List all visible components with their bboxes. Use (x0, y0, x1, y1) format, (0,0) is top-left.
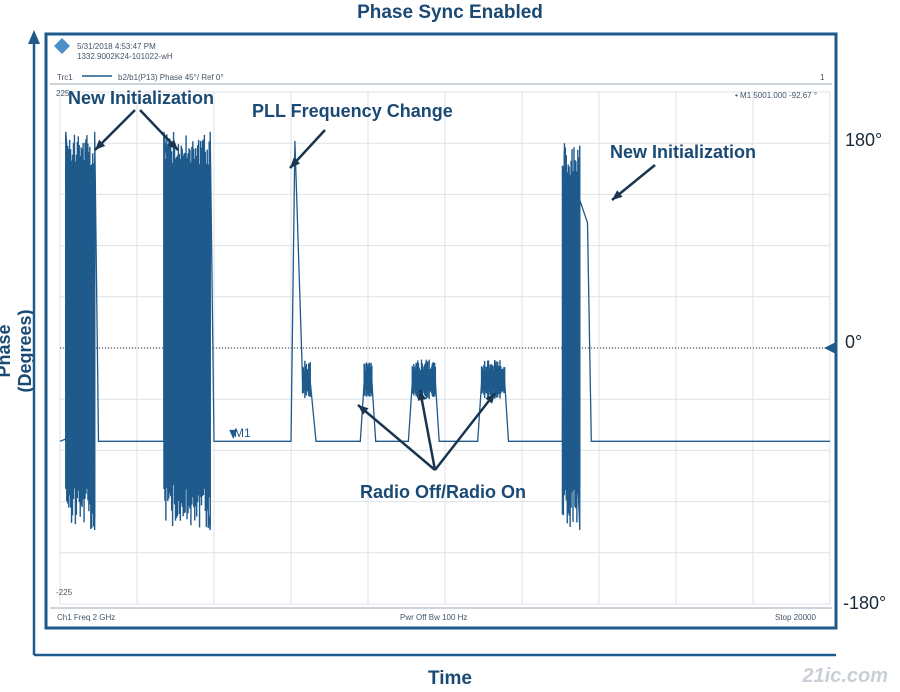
arrow-new-init-1a-head (95, 139, 106, 150)
footer-channel: Ch1 Freq 2 GHz (57, 613, 116, 622)
top-left-tick: 225 (56, 89, 70, 98)
tick-label-0: 0° (845, 332, 863, 352)
trace-description: b2/b1(P13) Phase 45°/ Ref 0° (118, 73, 224, 82)
arrow-radio-2 (418, 389, 437, 471)
annotation-pll-change: PLL Frequency Change (252, 101, 453, 121)
footer-stop: Stop 20000 (775, 613, 816, 622)
marker-m1-label: M1 (234, 426, 251, 440)
marker-readout: • M1 5001.000 -92.67 ° (735, 91, 818, 100)
arrow-pll-change-head (290, 157, 301, 168)
instrument-datetime: 5/31/2018 4:53:47 PM (77, 42, 156, 51)
arrow-new-init-1b-head (167, 139, 178, 150)
logo-icon (54, 38, 70, 54)
annotation-radio-off-on: Radio Off/Radio On (360, 482, 526, 502)
x-axis-label: Time (427, 668, 472, 689)
bottom-left-tick: -225 (56, 588, 73, 597)
trace-number: 1 (820, 73, 825, 82)
arrow-radio-1 (357, 404, 436, 471)
annotation-new-init-1: New Initialization (68, 88, 215, 108)
trace-name: Trc1 (57, 73, 73, 82)
footer-power: Pwr Off Bw 100 Hz (400, 613, 468, 622)
arrow-radio-3-head (485, 393, 495, 404)
instrument-serial: 1332.9002K24-101022-wH (77, 52, 173, 61)
arrow-radio-3 (434, 392, 496, 471)
tick-label-minus-180: -180° (843, 593, 887, 613)
annotation-new-init-2: New Initialization (610, 142, 757, 162)
tick-label-180: 180° (845, 130, 883, 150)
arrow-radio-1-head (358, 405, 369, 415)
arrow-new-init-2-head (612, 190, 623, 200)
marker-m1 (229, 429, 238, 440)
watermark: 21ic.com (802, 665, 888, 687)
y-axis-arrow (28, 30, 40, 44)
arrow-radio-2-head (417, 390, 427, 401)
reference-marker (824, 342, 836, 354)
chart-title: Phase Sync Enabled (357, 2, 543, 23)
